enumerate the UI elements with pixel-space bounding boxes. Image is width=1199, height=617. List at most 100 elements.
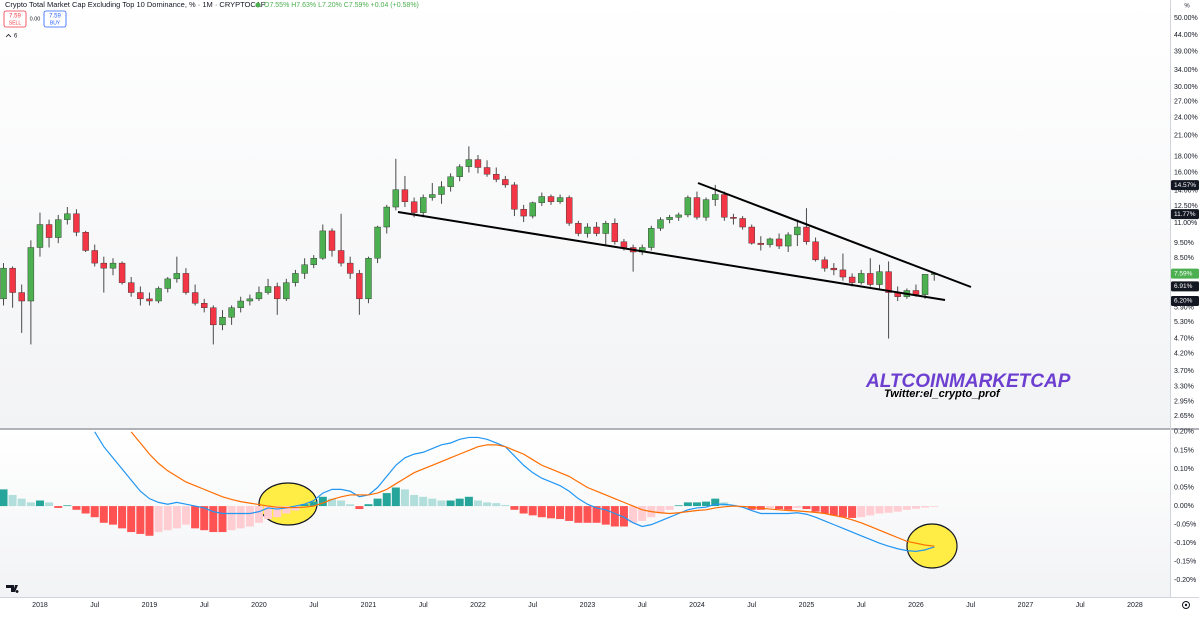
candle-body — [9, 267, 16, 293]
candle-body — [794, 226, 801, 236]
candle-body — [520, 209, 527, 217]
candle-body — [18, 292, 25, 302]
candle-body — [383, 206, 390, 228]
price-label: 6.20% — [1174, 298, 1193, 305]
candle-body — [420, 197, 427, 213]
macd-tick-label: 0.10% — [1174, 466, 1194, 473]
macd-tick-label: 0.05% — [1174, 484, 1194, 491]
candle-body — [146, 298, 153, 302]
buy-button[interactable] — [43, 10, 67, 28]
x-tick-label: Jul — [638, 602, 647, 609]
plot — [0, 146, 939, 552]
candle-body — [775, 238, 783, 247]
macd-tick-label: -0.10% — [1174, 540, 1196, 547]
x-tick-label: 2028 — [1127, 602, 1143, 609]
x-tick-label: Jul — [857, 602, 866, 609]
x-tick-label: Jul — [747, 602, 756, 609]
histogram-bar — [510, 506, 519, 510]
trendline — [697, 182, 972, 288]
signal-line — [130, 431, 935, 547]
macd-tick-label: -0.05% — [1174, 521, 1196, 528]
price-label-box — [1171, 180, 1199, 191]
histogram-bar — [656, 506, 665, 514]
candle-body — [812, 241, 819, 261]
x-tick-label: 2024 — [689, 602, 705, 609]
histogram-bar — [565, 506, 574, 521]
candle-body — [27, 247, 35, 302]
candle-body — [173, 273, 181, 280]
histogram-bar — [574, 506, 583, 523]
candle-body — [137, 292, 144, 300]
macd-tick-label: -0.15% — [1174, 559, 1196, 566]
candle-body — [803, 226, 810, 242]
candle-body — [575, 223, 582, 234]
histogram-bar — [410, 494, 419, 507]
y-tick-label: 30.00% — [1174, 84, 1198, 91]
histogram-bar — [428, 498, 437, 507]
histogram-bar — [619, 506, 628, 527]
x-tick-label: 2026 — [908, 602, 924, 609]
candle-body — [565, 197, 573, 224]
settings-icon[interactable] — [1182, 601, 1190, 609]
sell-button[interactable] — [3, 10, 27, 28]
candle-body — [529, 202, 536, 217]
y-tick-label: 16.00% — [1174, 169, 1198, 176]
price-label-box — [1171, 209, 1199, 220]
histogram-bar — [802, 506, 811, 510]
candle-body — [556, 197, 564, 202]
x-tick-label: Jul — [309, 602, 318, 609]
watermark: ALTCOINMARKETCAP — [865, 371, 1071, 392]
x-tick-label: 2023 — [580, 602, 596, 609]
candle-body — [858, 273, 865, 283]
candle-body — [493, 173, 500, 180]
histogram-bar — [200, 506, 209, 531]
y-tick-label: 39.00% — [1174, 49, 1198, 56]
histogram-bar — [829, 506, 838, 516]
candle-body — [748, 226, 755, 244]
candle-body — [885, 271, 892, 293]
histogram-bar — [35, 500, 44, 507]
candle-body — [73, 213, 80, 233]
histogram-bar — [373, 498, 382, 507]
y-tick-label: 3.30% — [1174, 383, 1194, 390]
candle-body — [36, 224, 44, 248]
candle-body — [839, 269, 847, 278]
candle-body — [447, 176, 454, 187]
candle-body — [538, 196, 546, 203]
histogram-bar — [145, 506, 154, 536]
candle-body — [784, 234, 792, 247]
y-tick-label: 8.50% — [1174, 255, 1194, 262]
watermark-credit: Twitter:el_crypto_prof — [884, 388, 1001, 400]
status-dot — [255, 2, 261, 8]
histogram-bar — [227, 506, 236, 531]
histogram-bar — [473, 500, 482, 507]
histogram-bar — [45, 502, 54, 507]
candle-body — [264, 286, 272, 293]
histogram-bar — [163, 506, 172, 531]
candle-body — [255, 292, 263, 300]
sell-price: 7.59 — [9, 14, 21, 20]
histogram-bar — [181, 506, 190, 525]
histogram-bar — [245, 506, 254, 527]
candle-body — [283, 282, 290, 300]
candle-body — [328, 230, 336, 251]
x-tick-label: 2020 — [251, 602, 267, 609]
x-tick-label: 2027 — [1018, 602, 1034, 609]
histogram-bar — [136, 506, 145, 534]
histogram-bar — [419, 496, 428, 507]
histogram-bar — [273, 506, 282, 518]
macd-tick-label: 0.15% — [1174, 447, 1194, 454]
histogram-bar — [346, 504, 355, 507]
candle-body — [100, 262, 108, 269]
candle-body — [301, 264, 308, 274]
collapse-icon[interactable] — [5, 33, 12, 38]
histogram-bar — [264, 506, 273, 520]
macd-tick-label: -0.20% — [1174, 577, 1196, 584]
y-tick-label: 21.00% — [1174, 132, 1198, 139]
candle-body — [246, 298, 254, 302]
ohlc: O7.55% H7.63% L7.20% C7.59% +0.04 (+0.58… — [264, 2, 419, 9]
candle-body — [365, 258, 372, 300]
candle-body — [346, 262, 354, 274]
histogram-bar — [446, 500, 455, 507]
